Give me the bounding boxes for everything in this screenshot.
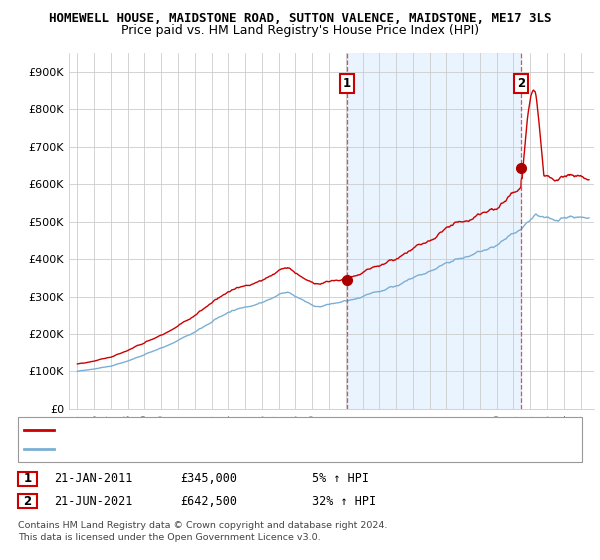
Text: Contains HM Land Registry data © Crown copyright and database right 2024.: Contains HM Land Registry data © Crown c… xyxy=(18,521,388,530)
Text: £345,000: £345,000 xyxy=(180,472,237,486)
Text: 1: 1 xyxy=(23,472,32,486)
Text: HOMEWELL HOUSE, MAIDSTONE ROAD, SUTTON VALENCE, MAIDSTONE, ME17 3LS: HOMEWELL HOUSE, MAIDSTONE ROAD, SUTTON V… xyxy=(49,12,551,25)
Text: 5% ↑ HPI: 5% ↑ HPI xyxy=(312,472,369,486)
Text: 21-JAN-2011: 21-JAN-2011 xyxy=(54,472,133,486)
Text: HPI: Average price, detached house, Maidstone: HPI: Average price, detached house, Maid… xyxy=(60,445,341,455)
Text: £642,500: £642,500 xyxy=(180,494,237,508)
Text: 1: 1 xyxy=(343,77,350,90)
Text: 32% ↑ HPI: 32% ↑ HPI xyxy=(312,494,376,508)
Bar xyxy=(347,53,521,409)
Text: HOMEWELL HOUSE, MAIDSTONE ROAD, SUTTON VALENCE, MAIDSTONE, ME17 3LS (detac: HOMEWELL HOUSE, MAIDSTONE ROAD, SUTTON V… xyxy=(60,424,523,435)
Text: 2: 2 xyxy=(517,77,526,90)
Text: 21-JUN-2021: 21-JUN-2021 xyxy=(54,494,133,508)
Text: Price paid vs. HM Land Registry's House Price Index (HPI): Price paid vs. HM Land Registry's House … xyxy=(121,24,479,36)
Text: 2: 2 xyxy=(23,494,32,508)
Text: This data is licensed under the Open Government Licence v3.0.: This data is licensed under the Open Gov… xyxy=(18,533,320,542)
